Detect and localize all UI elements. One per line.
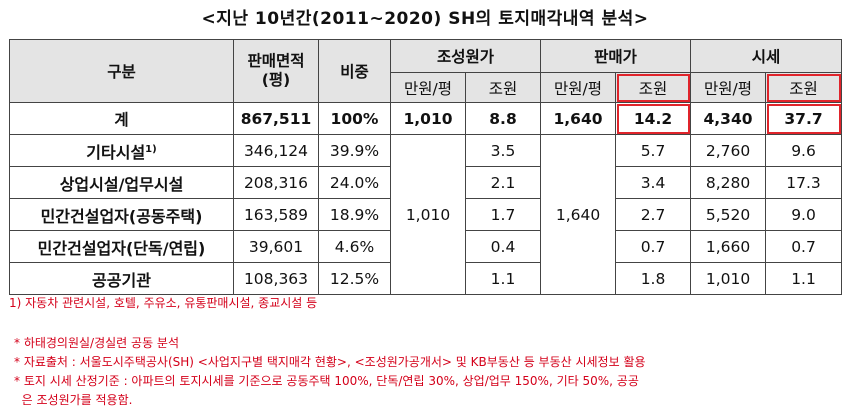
row-label: 기타시설1) [9,134,234,167]
merged-cost-per: 1,010 [390,134,466,295]
subheader-cost-per: 만원/평 [390,72,466,103]
row-market-per: 5,520 [690,198,767,231]
page-title: <지난 10년간(2011~2020) SH의 토지매각내역 분석> [201,9,649,29]
row-market-total: 17.3 [765,166,843,199]
land-sales-table: 구분 판매면적 (평) 비중 조성원가 판매가 시세 만원/평 조원 만원/평 … [9,39,843,295]
notes-block: * 하태경의원실/경실련 공동 분석 * 자료출처 : 서울도시주택공사(SH)… [14,334,844,410]
header-cost: 조성원가 [389,39,542,73]
total-sale-per: 1,640 [540,102,617,135]
note-line: 은 조성원가를 적용함. [14,393,133,407]
total-label: 계 [9,102,234,135]
total-share: 100% [318,102,391,135]
row-market-total: 9.6 [765,134,843,167]
row-cost-total: 3.5 [464,134,542,167]
row-market-per: 8,280 [690,166,767,199]
row-area: 108,363 [233,262,319,295]
total-market-per: 4,340 [690,102,767,135]
subheader-market-total: 조원 [765,72,843,103]
row-share: 18.9% [318,198,391,231]
subheader-sale-per: 만원/평 [540,72,617,103]
table-row: 민간건설업자(공동주택) 163,589 18.9% 1.7 2.7 5,520… [9,198,843,231]
row-cost-total: 2.1 [464,166,542,199]
table-row-total: 계 867,511 100% 1,010 8.8 1,640 14.2 4,34… [9,102,843,135]
table-row: 기타시설1) 346,124 39.9% 1,010 3.5 1,640 5.7… [9,134,843,295]
table-row: 상업시설/업무시설 208,316 24.0% 2.1 3.4 8,280 17… [9,166,843,199]
row-area: 163,589 [233,198,319,231]
subheader-sale-total: 조원 [615,72,692,103]
total-market-total: 37.7 [765,102,843,135]
header-sale: 판매가 [540,39,692,73]
row-sale-total: 5.7 [615,134,692,167]
row-sale-total: 0.7 [615,230,692,263]
subheader-cost-total: 조원 [464,72,542,103]
table-row: 민간건설업자(단독/연립) 39,601 4.6% 0.4 0.7 1,660 … [9,230,843,263]
row-area: 346,124 [233,134,319,167]
row-label: 민간건설업자(공동주택) [9,198,234,231]
row-share: 39.9% [318,134,391,167]
row-area: 208,316 [233,166,319,199]
note-line: * 하태경의원실/경실련 공동 분석 [14,336,180,350]
row-label: 공공기관 [9,262,234,295]
row-market-per: 1,010 [690,262,767,295]
row-market-total: 9.0 [765,198,843,231]
header-share: 비중 [318,39,391,103]
row-cost-total: 1.7 [464,198,542,231]
row-sale-total: 1.8 [615,262,692,295]
total-sale-total: 14.2 [615,102,692,135]
row-sale-total: 3.4 [615,166,692,199]
total-cost-per: 1,010 [390,102,466,135]
row-market-total: 1.1 [765,262,843,295]
subheader-market-per: 만원/평 [690,72,767,103]
row-market-total: 0.7 [765,230,843,263]
row-label: 상업시설/업무시설 [9,166,234,199]
header-market: 시세 [690,39,843,73]
row-share: 12.5% [318,262,391,295]
row-cost-total: 0.4 [464,230,542,263]
total-cost-total: 8.8 [464,102,542,135]
footnote: 1) 자동차 관련시설, 호텔, 주유소, 유통판매시설, 종교시설 등 [9,296,318,310]
total-area: 867,511 [233,102,319,135]
note-line: * 토지 시세 산정기준 : 아파트의 토지시세를 기준으로 공동주택 100%… [14,374,639,388]
note-line: * 자료출처 : 서울도시주택공사(SH) <사업지구별 택지매각 현황>, <… [14,355,646,369]
table-row: 공공기관 108,363 12.5% 1.1 1.8 1,010 1.1 [9,262,843,295]
row-market-per: 2,760 [690,134,767,167]
row-area: 39,601 [233,230,319,263]
merged-sale-per: 1,640 [540,134,617,295]
row-sale-total: 2.7 [615,198,692,231]
footnote-marker: 1) [145,143,157,155]
row-cost-total: 1.1 [464,262,542,295]
row-share: 4.6% [318,230,391,263]
header-category: 구분 [9,39,234,103]
row-label: 민간건설업자(단독/연립) [9,230,234,263]
header-area: 판매면적 (평) [233,39,319,103]
row-share: 24.0% [318,166,391,199]
row-market-per: 1,660 [690,230,767,263]
